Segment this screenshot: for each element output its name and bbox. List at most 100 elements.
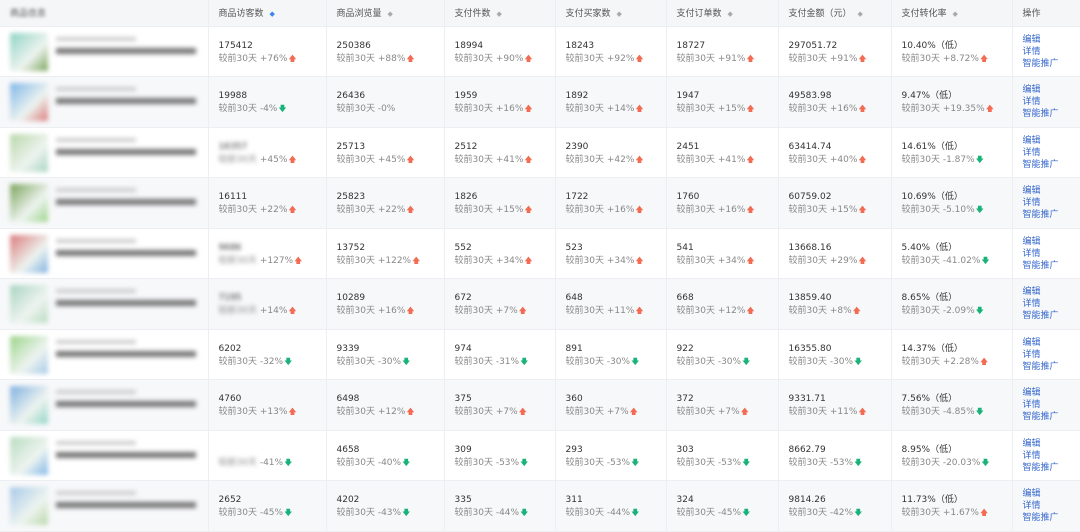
sort-icon[interactable]: ◆ <box>857 10 863 19</box>
arrow-up-icon: 🡅 <box>524 154 533 164</box>
compare-change: +11% <box>829 407 858 417</box>
action-link-detail[interactable]: 详情 <box>1022 450 1041 461</box>
action-link-edit[interactable]: 编辑 <box>1022 85 1041 95</box>
action-link-detail[interactable]: 详情 <box>1022 147 1041 158</box>
column-header[interactable]: 商品访客数 ◆ <box>208 0 327 27</box>
product-info-cell[interactable] <box>0 228 209 279</box>
action-link-smart-promote[interactable]: 智能推广 <box>1022 412 1059 422</box>
action-link-detail[interactable]: 详情 <box>1022 46 1041 57</box>
metric-cell: 974 较前30天 -31%🡇 <box>444 329 556 380</box>
product-info-cell[interactable] <box>0 480 209 532</box>
metric-cell: 891 较前30天 -30%🡇 <box>555 329 667 380</box>
product-thumbnail[interactable] <box>10 436 48 475</box>
action-link-edit[interactable]: 编辑 <box>1022 438 1041 449</box>
product-info-cell[interactable] <box>0 379 209 431</box>
action-link-edit[interactable]: 编辑 <box>1022 287 1041 297</box>
action-link-smart-promote[interactable]: 智能推广 <box>1022 58 1059 69</box>
compare-change: -45% <box>259 508 284 518</box>
product-info-cell[interactable] <box>0 329 209 380</box>
compare-change: -4.85% <box>942 407 975 417</box>
product-info-cell[interactable] <box>0 430 209 481</box>
action-link-edit[interactable]: 编辑 <box>1022 388 1041 398</box>
metric-cell: 523 较前30天 +34%🡅 <box>555 228 667 279</box>
action-link-edit[interactable]: 编辑 <box>1022 135 1041 146</box>
sort-icon[interactable]: ◆ <box>952 10 958 19</box>
action-link-detail[interactable]: 详情 <box>1022 349 1041 360</box>
product-info-cell[interactable] <box>0 278 209 330</box>
product-thumbnail[interactable] <box>10 133 48 172</box>
metric-value: 13668.16 <box>788 242 832 253</box>
action-link-detail[interactable]: 详情 <box>1022 299 1041 309</box>
action-link-edit[interactable]: 编辑 <box>1022 34 1041 45</box>
actions-cell: 编辑 详情 智能推广 <box>1012 329 1080 380</box>
column-header[interactable]: 商品浏览量 ◆ <box>326 0 445 27</box>
action-link-smart-promote[interactable]: 智能推广 <box>1022 311 1059 321</box>
column-header[interactable]: 支付转化率 ◆ <box>891 0 1013 27</box>
product-info-cell[interactable] <box>0 76 209 128</box>
compare-label: 较前30天 <box>565 53 604 64</box>
action-link-detail[interactable]: 详情 <box>1022 97 1041 107</box>
compare-change: -2.09% <box>942 306 975 316</box>
arrow-up-icon: 🡅 <box>979 356 989 366</box>
compare-label: 较前30天 <box>901 104 940 114</box>
product-thumbnail[interactable] <box>10 234 48 273</box>
product-info-cell[interactable] <box>0 127 209 178</box>
compare-change: +22% <box>259 205 288 215</box>
product-thumbnail[interactable] <box>10 487 48 525</box>
action-link-smart-promote[interactable]: 智能推广 <box>1022 462 1059 473</box>
product-thumbnail[interactable] <box>10 83 48 121</box>
arrow-down-icon: 🡇 <box>284 508 293 517</box>
compare-label: 较前30天 <box>454 508 493 518</box>
compare-change: -0% <box>377 104 396 114</box>
table-row: 7195 较前30天 +14%🡅 10289 较前30天 +16%🡅 672 较前30天 … <box>0 278 1080 330</box>
sort-icon[interactable]: ◆ <box>727 10 733 19</box>
column-header[interactable]: 支付金额（元） ◆ <box>778 0 892 27</box>
compare-label: 较前30天 <box>336 356 375 367</box>
sort-icon[interactable]: ◆ <box>496 10 502 19</box>
action-link-smart-promote[interactable]: 智能推广 <box>1022 159 1059 170</box>
metric-cell: 63414.74 较前30天 +40%🡅 <box>778 127 892 178</box>
sort-icon[interactable]: ◆ <box>269 10 275 19</box>
action-link-detail[interactable]: 详情 <box>1022 400 1041 410</box>
action-link-smart-promote[interactable]: 智能推广 <box>1022 513 1059 523</box>
compare-label: 较前30天 <box>565 306 604 316</box>
column-header[interactable]: 支付件数 ◆ <box>444 0 556 27</box>
sort-icon[interactable]: ◆ <box>387 10 393 19</box>
metric-cell: 较前30天 -41%🡇 <box>208 430 327 481</box>
action-link-smart-promote[interactable]: 智能推广 <box>1022 260 1059 271</box>
metric-value: 9814.26 <box>788 495 826 505</box>
compare-label: 较前30天 <box>788 306 827 316</box>
metric-cell: 311 较前30天 -44%🡇 <box>555 480 667 532</box>
action-link-edit[interactable]: 编辑 <box>1022 236 1041 247</box>
product-info-cell[interactable] <box>0 177 209 229</box>
product-thumbnail[interactable] <box>10 335 48 374</box>
action-link-smart-promote[interactable]: 智能推广 <box>1022 210 1059 220</box>
product-thumbnail[interactable] <box>10 32 48 71</box>
sort-icon[interactable]: ◆ <box>616 10 622 19</box>
action-link-edit[interactable]: 编辑 <box>1022 337 1041 348</box>
metric-cell: 2512 较前30天 +41%🡅 <box>444 127 556 178</box>
action-link-smart-promote[interactable]: 智能推广 <box>1022 109 1059 119</box>
compare-change: +12% <box>717 306 746 316</box>
compare-label: 较前30天 <box>676 104 715 114</box>
column-header[interactable]: 支付买家数 ◆ <box>555 0 667 27</box>
action-link-edit[interactable]: 编辑 <box>1022 186 1041 196</box>
column-header[interactable]: 支付订单数 ◆ <box>666 0 779 27</box>
action-link-detail[interactable]: 详情 <box>1022 248 1041 259</box>
metric-cell: 175412 较前30天 +76%🡅 <box>208 26 327 77</box>
metric-value: 1722 <box>565 192 589 202</box>
product-thumbnail[interactable] <box>10 285 48 323</box>
compare-label: 较前30天 <box>565 457 604 468</box>
product-info-cell[interactable] <box>0 26 209 77</box>
action-link-edit[interactable]: 编辑 <box>1022 489 1041 499</box>
action-link-smart-promote[interactable]: 智能推广 <box>1022 361 1059 372</box>
product-thumbnail[interactable] <box>10 184 48 222</box>
compare-label: 较前30天 <box>218 407 257 417</box>
metric-cell: 16357 较前30天 +45%🡅 <box>208 127 327 178</box>
metric-value: 25823 <box>336 192 366 202</box>
compare-label: 较前30天 <box>901 255 940 266</box>
action-link-detail[interactable]: 详情 <box>1022 501 1041 511</box>
metric-value: 8.65%（低） <box>901 293 958 303</box>
product-thumbnail[interactable] <box>10 386 48 424</box>
action-link-detail[interactable]: 详情 <box>1022 198 1041 208</box>
